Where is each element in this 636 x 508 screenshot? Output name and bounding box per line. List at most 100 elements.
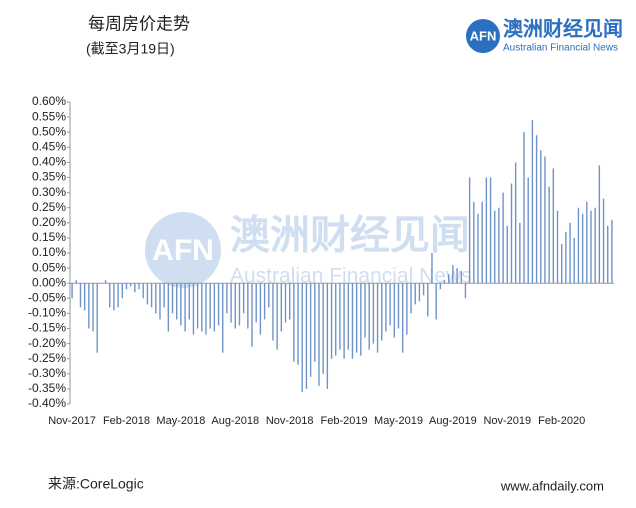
bar xyxy=(355,283,358,353)
chart-title: 每周房价走势 xyxy=(88,14,190,33)
bar xyxy=(280,283,283,332)
bar xyxy=(297,283,299,365)
bar xyxy=(385,283,387,332)
x-tick-label: Aug-2019 xyxy=(429,415,477,427)
x-tick-label: Feb-2020 xyxy=(538,415,585,427)
bar xyxy=(138,283,140,290)
y-tick-label: -0.35% xyxy=(28,381,66,395)
bar xyxy=(523,132,525,284)
bar xyxy=(343,283,345,359)
bar xyxy=(556,210,559,284)
bar xyxy=(381,283,383,341)
bar xyxy=(201,283,203,332)
y-tick-label: 0.25% xyxy=(32,200,66,214)
bar xyxy=(494,210,496,284)
bar xyxy=(318,283,320,386)
y-tick-label: 0.10% xyxy=(32,245,66,259)
bar xyxy=(234,283,236,329)
bar xyxy=(586,201,588,284)
bar xyxy=(263,283,266,320)
bar xyxy=(314,283,316,362)
logo-mark: AFN xyxy=(470,28,497,43)
bar xyxy=(368,283,370,350)
bar xyxy=(188,283,190,320)
bar xyxy=(163,283,165,308)
bar xyxy=(389,283,391,326)
bar xyxy=(477,213,479,284)
bar xyxy=(121,283,124,299)
bar xyxy=(192,283,195,335)
bar xyxy=(607,225,609,284)
bar xyxy=(376,283,379,353)
bar xyxy=(531,120,534,284)
watermark-english: Australian Financial News xyxy=(230,265,472,288)
logo-english: Australian Financial News xyxy=(503,43,618,54)
y-tick-label: -0.25% xyxy=(28,351,66,365)
bar xyxy=(569,222,571,284)
bar xyxy=(205,283,207,335)
bar xyxy=(502,192,504,284)
bar xyxy=(418,283,421,302)
logo-circle xyxy=(466,19,500,53)
bar xyxy=(401,283,404,353)
bar xyxy=(176,283,178,320)
bar xyxy=(180,283,182,326)
y-tick-label: 0.05% xyxy=(32,260,66,274)
bar xyxy=(288,283,291,320)
logo-name: 澳洲财经见闻 xyxy=(503,16,623,40)
y-tick-label: 0.55% xyxy=(32,109,66,123)
bar xyxy=(159,283,161,320)
watermark-circle xyxy=(145,212,221,288)
bar xyxy=(142,283,144,299)
y-tick-label: 0.60% xyxy=(32,94,66,108)
y-tick-label: 0.45% xyxy=(32,139,66,153)
bar xyxy=(268,283,270,308)
bar xyxy=(146,283,149,305)
bar xyxy=(109,283,111,308)
source: 来源:CoreLogic xyxy=(48,476,144,492)
bar xyxy=(150,283,153,308)
bar xyxy=(88,283,90,329)
y-tick-label: -0.15% xyxy=(28,321,66,335)
bar xyxy=(196,283,199,329)
bar xyxy=(456,268,458,284)
bar xyxy=(305,283,308,389)
bar xyxy=(468,177,471,284)
bar xyxy=(326,283,329,389)
y-tick-label: -0.20% xyxy=(28,336,66,350)
bar xyxy=(92,283,94,332)
bar xyxy=(284,283,287,323)
bar xyxy=(171,283,174,314)
bar xyxy=(514,162,517,284)
y-tick-label: 0.00% xyxy=(32,275,66,289)
bar xyxy=(460,271,462,284)
website: www.afndaily.com xyxy=(500,478,604,493)
y-tick-label: -0.30% xyxy=(28,366,66,380)
bar xyxy=(213,283,216,332)
bar xyxy=(427,283,429,317)
y-tick-label: 0.40% xyxy=(32,155,66,169)
y-tick-label: 0.35% xyxy=(32,170,66,184)
bar xyxy=(209,283,211,329)
bar xyxy=(397,283,400,329)
chart-subtitle: (截至3月19日) xyxy=(86,41,175,57)
bar xyxy=(100,283,103,284)
y-tick-label: -0.10% xyxy=(28,306,66,320)
bar xyxy=(184,283,186,332)
bar xyxy=(481,201,483,284)
bar xyxy=(309,283,312,377)
bar xyxy=(125,283,128,290)
bar xyxy=(422,283,425,296)
bar xyxy=(448,274,450,284)
bar xyxy=(406,283,408,335)
y-tick-label: 0.50% xyxy=(32,124,66,138)
bar xyxy=(594,207,596,284)
bar xyxy=(540,150,542,284)
bar xyxy=(435,283,437,320)
bar xyxy=(360,283,362,356)
bar xyxy=(238,283,241,326)
bar xyxy=(602,198,605,284)
watermark: AFN 澳洲财经见闻 Australian Financial News xyxy=(145,212,472,288)
watermark-mark: AFN xyxy=(152,234,214,267)
